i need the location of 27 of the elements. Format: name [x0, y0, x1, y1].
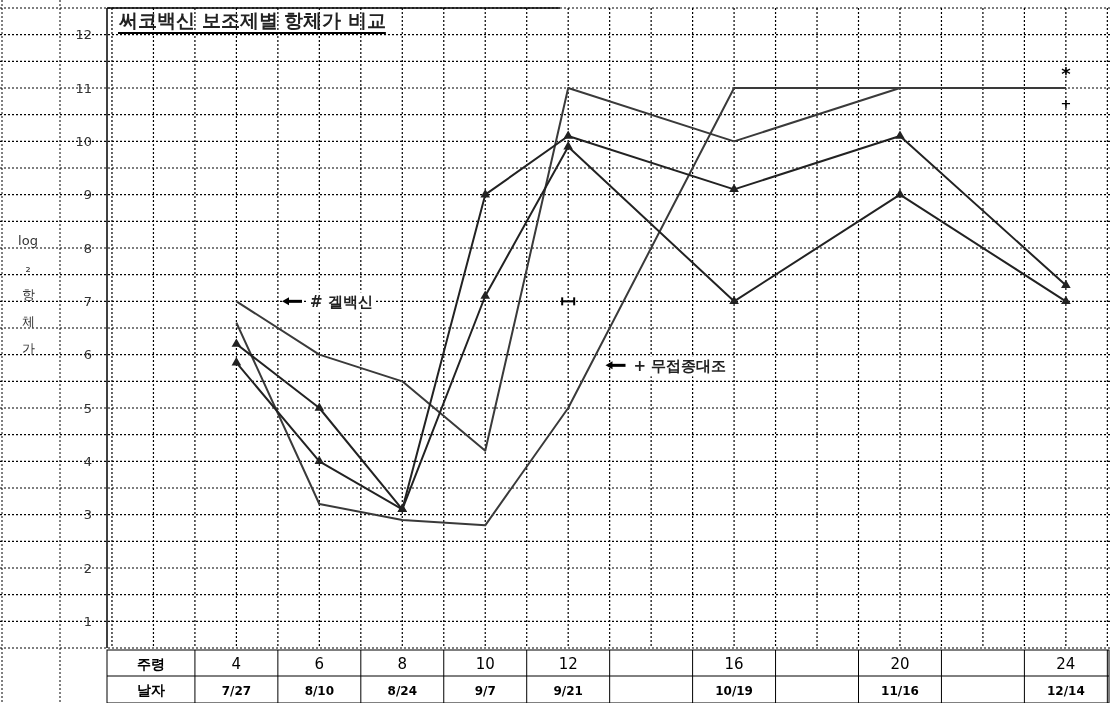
- y-tick-label: 8: [83, 240, 92, 256]
- y-axis-title: log₂ 항체가: [18, 233, 38, 356]
- x-tick-label: 4 7/27: [221, 655, 252, 698]
- x-tick-label: 12 9/21: [553, 655, 583, 698]
- y-tick-label: 10: [75, 133, 92, 149]
- text: + 무접종대조: [633, 357, 727, 376]
- y-tick-label: 7: [83, 293, 92, 309]
- y-tick-label: 3: [83, 507, 92, 523]
- y-tick-label: 12: [75, 27, 92, 43]
- x-tick-label: 20 11/16: [881, 655, 919, 698]
- x-tick-label: 24 12/14: [1046, 655, 1085, 698]
- y-tick-label: 4: [83, 453, 92, 469]
- y-tick-label: 1: [83, 613, 92, 629]
- x-tick-label: 10 9/7: [474, 655, 496, 698]
- annotation: *: [1061, 63, 1072, 84]
- text: # 겔백신: [310, 293, 373, 312]
- x-tick-label: 6 8/10: [304, 655, 335, 698]
- chart-title: 써코백신 보조제별 항체가 비교: [118, 9, 386, 31]
- x-tick-label: 16 10/19: [715, 655, 753, 698]
- y-tick-label: 5: [83, 400, 92, 416]
- x-tick-label: 8 8/24: [387, 655, 418, 698]
- y-tick-label: 11: [75, 80, 92, 96]
- y-tick-label: 9: [83, 187, 92, 203]
- x-axis-title: 주령 날자: [136, 656, 165, 698]
- annotation: +: [1060, 96, 1072, 111]
- y-tick-label: 2: [83, 560, 92, 576]
- y-tick-label: 6: [83, 347, 92, 363]
